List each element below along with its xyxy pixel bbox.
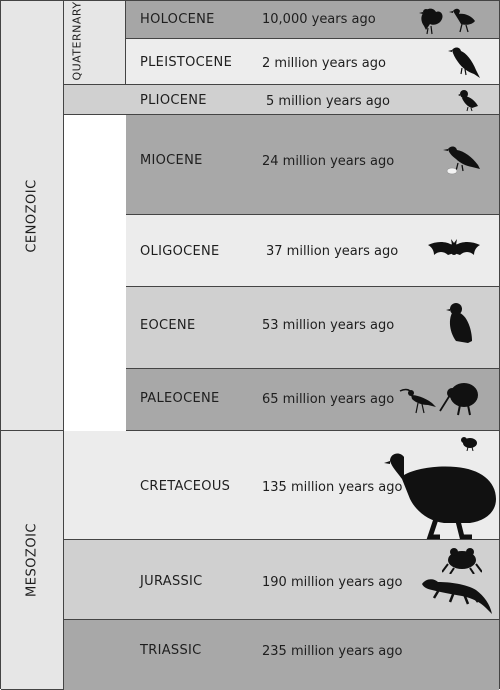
era-cenozoic: CENOZOIC	[1, 1, 64, 431]
bat-icon	[428, 239, 480, 255]
subera-label-quaternary: QUATERNARY	[70, 1, 84, 81]
kiwi-icon	[439, 383, 478, 416]
period-jurassic: JURASSIC 190 million years ago	[64, 540, 499, 620]
crow-with-egg-icon	[443, 146, 480, 175]
period-name-miocene: MIOCENE	[140, 153, 203, 168]
period-cretaceous: CRETACEOUS 135 million years ago	[64, 431, 499, 540]
period-date-cretaceous: 135 million years ago	[262, 480, 403, 495]
period-date-miocene: 24 million years ago	[262, 154, 395, 169]
period-paleocene: PALEOCENE 65 million years ago	[126, 369, 499, 431]
period-holocene: HOLOCENE 10,000 years ago	[126, 1, 499, 39]
period-eocene: EOCENE 53 million years ago	[126, 287, 499, 369]
tuatara-icon	[422, 579, 492, 614]
period-name-pleistocene: PLEISTOCENE	[140, 55, 233, 70]
period-name-cretaceous: CRETACEOUS	[140, 479, 231, 494]
ibis-bird-icon	[399, 388, 436, 414]
period-name-eocene: EOCENE	[140, 318, 196, 333]
period-date-oligocene: 37 million years ago	[266, 244, 399, 259]
songbird-icon	[448, 47, 480, 78]
period-pliocene: PLIOCENE 5 million years ago	[64, 85, 499, 115]
period-miocene: MIOCENE 24 million years ago	[126, 115, 499, 215]
period-date-pleistocene: 2 million years ago	[262, 56, 386, 71]
period-triassic: TRIASSIC 235 million years ago	[64, 620, 499, 690]
period-date-paleocene: 65 million years ago	[262, 392, 395, 407]
period-name-paleocene: PALEOCENE	[140, 391, 220, 406]
frog-icon	[442, 548, 482, 574]
period-name-jurassic: JURASSIC	[140, 574, 203, 589]
period-date-jurassic: 190 million years ago	[262, 575, 403, 590]
era-label-cenozoic: CENOZOIC	[24, 178, 40, 253]
period-oligocene: OLIGOCENE 37 million years ago	[126, 215, 499, 287]
era-mesozoic: MESOZOIC	[1, 431, 64, 690]
period-date-holocene: 10,000 years ago	[262, 12, 376, 27]
period-name-holocene: HOLOCENE	[140, 12, 215, 27]
subera-quaternary: QUATERNARY	[64, 1, 126, 85]
fantail-bird-icon	[419, 8, 443, 35]
era-label-mesozoic: MESOZOIC	[24, 523, 40, 597]
moa-icon	[384, 453, 496, 539]
period-date-eocene: 53 million years ago	[262, 318, 395, 333]
penguin-icon	[446, 303, 472, 343]
period-name-oligocene: OLIGOCENE	[140, 244, 220, 259]
period-name-pliocene: PLIOCENE	[140, 93, 207, 108]
period-pleistocene: PLEISTOCENE 2 million years ago	[126, 39, 499, 85]
period-date-triassic: 235 million years ago	[262, 644, 403, 659]
period-date-pliocene: 5 million years ago	[266, 94, 390, 109]
wren-icon	[461, 437, 477, 451]
period-name-triassic: TRIASSIC	[140, 643, 202, 658]
moa-small-bird-icon	[449, 8, 475, 33]
small-bird-icon	[458, 90, 478, 112]
